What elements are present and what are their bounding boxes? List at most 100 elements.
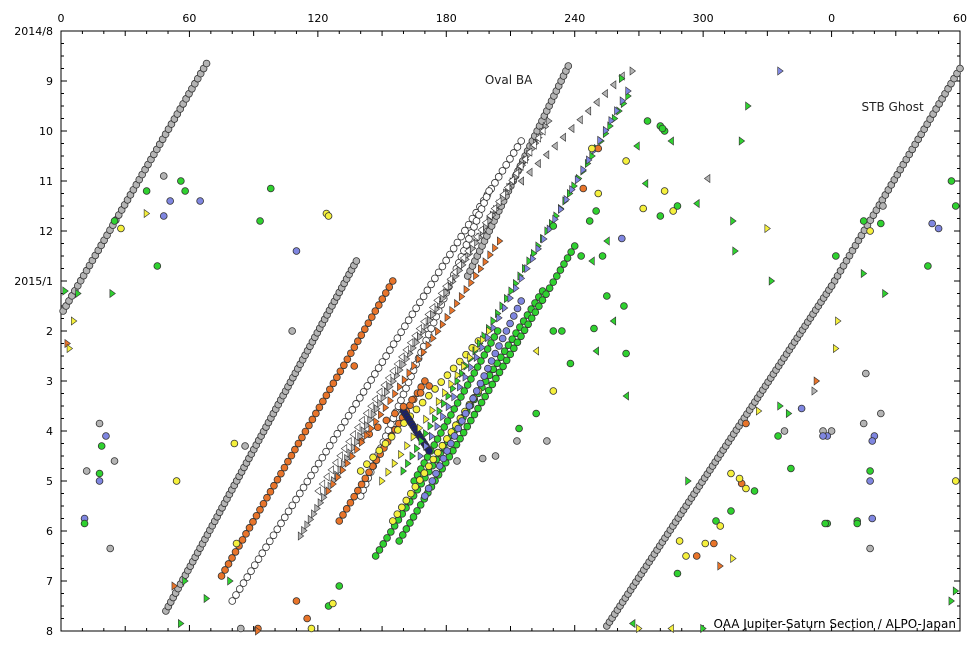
data-point-gray-tri-right bbox=[546, 116, 553, 126]
data-point-gray-tri-right bbox=[340, 459, 348, 469]
data-point-yellow-circle bbox=[406, 489, 415, 498]
data-point-green-circle bbox=[549, 278, 558, 286]
data-point-blue-tri-right bbox=[541, 234, 548, 244]
data-point-blue-tri-right bbox=[468, 362, 475, 372]
data-point-yellow-tri-right bbox=[391, 458, 399, 468]
data-point-blue-tri-right bbox=[490, 323, 498, 333]
data-point-yellow-circle bbox=[742, 484, 750, 493]
data-point-orange-circle bbox=[357, 480, 366, 489]
data-point-blue-circle bbox=[866, 477, 874, 485]
data-point-blue-tri-right bbox=[507, 293, 514, 303]
data-point-green-circle bbox=[493, 327, 502, 335]
data-point-green-tri-right bbox=[432, 413, 439, 424]
data-point-white-tri-left bbox=[521, 154, 528, 164]
data-point-yellow-circle bbox=[682, 552, 690, 560]
data-point-orange-tri-right bbox=[368, 423, 375, 434]
data-point-white-circle bbox=[348, 406, 357, 414]
data-point-white-circle bbox=[457, 232, 465, 241]
data-point-green-circle bbox=[866, 467, 874, 475]
data-point-white-circle bbox=[427, 280, 435, 289]
data-point-white-circle bbox=[247, 567, 255, 575]
data-point-white-circle bbox=[356, 394, 364, 402]
data-point-blue-circle bbox=[472, 387, 481, 395]
data-point-orange-circle bbox=[371, 307, 380, 315]
data-point-white-tri-left bbox=[530, 140, 537, 150]
data-point-orange-circle bbox=[319, 397, 327, 406]
data-point-orange-circle bbox=[249, 518, 257, 526]
data-point-gray-circle bbox=[95, 419, 104, 428]
data-point-green-circle bbox=[590, 324, 598, 333]
data-point-yellow-circle bbox=[735, 474, 744, 483]
data-point-blue-tri-right bbox=[496, 313, 503, 323]
data-point-green-circle bbox=[470, 410, 479, 419]
data-point-white-tri-left bbox=[477, 225, 484, 235]
data-point-blue-circle bbox=[618, 234, 626, 243]
y-tick-label: 11 bbox=[39, 175, 53, 188]
data-point-blue-circle bbox=[509, 312, 518, 320]
data-point-white-circle bbox=[389, 340, 398, 348]
data-point-green-circle bbox=[542, 290, 550, 298]
data-point-orange-circle bbox=[361, 474, 370, 483]
data-point-green-circle bbox=[527, 314, 536, 323]
data-point-white-tri-left bbox=[486, 211, 493, 221]
data-point-blue-tri-right bbox=[777, 66, 784, 76]
data-point-green-circle bbox=[395, 537, 403, 545]
data-point-blue-circle bbox=[465, 402, 474, 410]
data-point-gray-tri-left bbox=[593, 97, 600, 107]
data-point-green-circle bbox=[549, 222, 558, 230]
data-point-gray-tri-right bbox=[307, 514, 315, 524]
data-point-gray-tri-right bbox=[811, 386, 818, 396]
data-point-white-tri-left bbox=[371, 394, 378, 404]
data-point-gray-tri-right bbox=[304, 520, 311, 530]
data-point-yellow-tri-right bbox=[473, 344, 481, 354]
data-point-blue-tri-right bbox=[473, 352, 481, 362]
data-point-yellow-tri-right bbox=[454, 370, 462, 380]
data-point-gray-circle bbox=[478, 454, 487, 463]
data-point-blue-circle bbox=[469, 394, 477, 403]
data-point-gray-circle bbox=[352, 257, 361, 265]
data-point-orange-circle bbox=[340, 361, 348, 370]
data-point-orange-circle bbox=[266, 487, 275, 496]
data-point-white-circle bbox=[431, 274, 439, 283]
data-point-green-circle bbox=[371, 552, 380, 560]
data-point-green-tri-left bbox=[633, 141, 640, 151]
x-tick-label: 240 bbox=[564, 12, 585, 25]
data-point-blue-circle bbox=[513, 304, 522, 313]
y-tick-label: 8 bbox=[46, 625, 53, 638]
data-point-white-tri-left bbox=[380, 380, 387, 390]
data-point-green-tri-right bbox=[490, 316, 497, 326]
data-point-gray-tri-right bbox=[380, 393, 388, 403]
data-point-white-tri-left bbox=[446, 274, 453, 284]
data-point-yellow-circle bbox=[701, 539, 710, 548]
data-point-green-tri-right bbox=[109, 288, 116, 299]
data-point-yellow-circle bbox=[437, 378, 446, 386]
data-point-orange-tri-right bbox=[468, 278, 475, 288]
data-point-blue-circle bbox=[502, 327, 511, 335]
data-point-green-circle bbox=[110, 217, 119, 225]
data-point-blue-circle bbox=[461, 409, 470, 418]
data-point-white-circle bbox=[295, 489, 304, 498]
y-tick-label: 5 bbox=[46, 475, 53, 488]
data-point-orange-circle bbox=[350, 362, 359, 370]
data-point-gray-circle bbox=[241, 442, 249, 450]
data-point-orange-circle bbox=[343, 355, 352, 364]
data-point-orange-tri-right bbox=[344, 458, 352, 468]
x-tick-label: 60 bbox=[182, 12, 196, 25]
data-point-yellow-circle bbox=[429, 455, 438, 464]
data-point-green-tri-left bbox=[603, 236, 610, 246]
data-point-yellow-circle bbox=[716, 522, 725, 530]
data-point-white-circle bbox=[310, 465, 319, 474]
data-point-white-tri-left bbox=[539, 126, 546, 136]
data-point-gray-circle bbox=[82, 467, 91, 475]
data-point-green-circle bbox=[643, 117, 652, 125]
data-marks bbox=[59, 59, 964, 636]
data-point-white-tri-left bbox=[503, 182, 511, 193]
data-point-blue-circle bbox=[454, 424, 463, 433]
data-point-blue-circle bbox=[934, 224, 943, 233]
data-point-green-circle bbox=[560, 260, 568, 268]
data-point-yellow-tri-right bbox=[398, 449, 405, 460]
data-point-blue-tri-right bbox=[462, 372, 470, 382]
data-point-yellow-circle bbox=[443, 371, 452, 380]
data-point-gray-circle bbox=[564, 62, 573, 70]
data-point-green-circle bbox=[490, 333, 499, 341]
